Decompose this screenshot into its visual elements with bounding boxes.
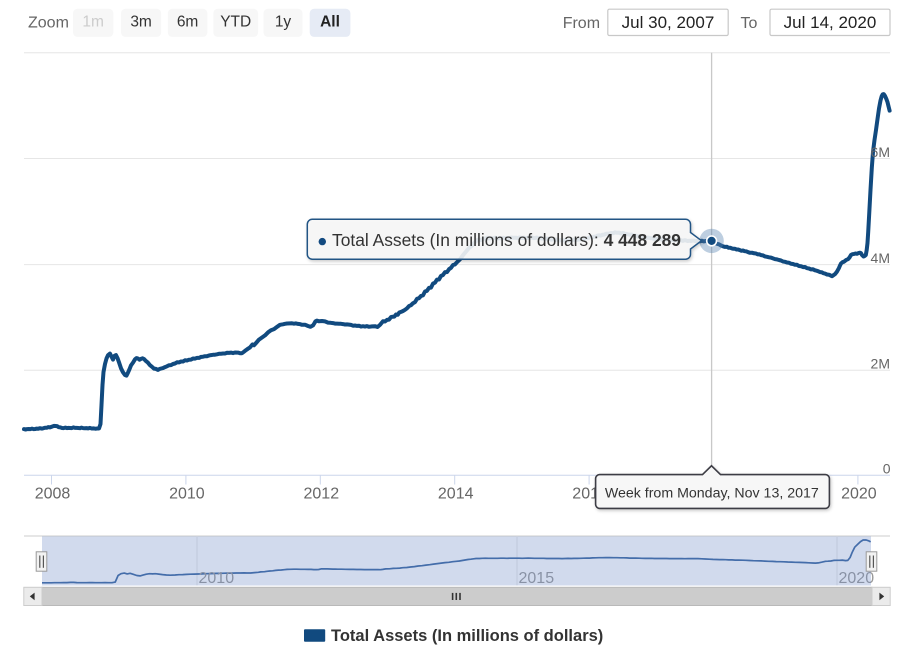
svg-text:YTD: YTD <box>220 14 251 31</box>
svg-text:To: To <box>741 15 758 32</box>
svg-text:All: All <box>320 14 340 31</box>
svg-text:Total Assets (In millions of d: Total Assets (In millions of dollars) <box>331 627 603 645</box>
svg-text:6M: 6M <box>871 144 890 160</box>
svg-text:0: 0 <box>883 460 891 476</box>
svg-text:2010: 2010 <box>199 570 235 587</box>
svg-text:2012: 2012 <box>304 486 340 503</box>
svg-text:4M: 4M <box>871 250 890 266</box>
svg-text:2020: 2020 <box>839 570 875 587</box>
svg-text:Jul 14, 2020: Jul 14, 2020 <box>784 13 877 32</box>
svg-text:2014: 2014 <box>438 486 474 503</box>
svg-text:1m: 1m <box>82 14 104 31</box>
svg-text:From: From <box>563 15 600 32</box>
svg-text:1y: 1y <box>275 14 292 31</box>
svg-text:2015: 2015 <box>519 570 555 587</box>
svg-text:2010: 2010 <box>169 486 205 503</box>
svg-text:Zoom: Zoom <box>28 15 69 32</box>
svg-text:Jul 30, 2007: Jul 30, 2007 <box>622 13 715 32</box>
svg-text:3m: 3m <box>130 14 152 31</box>
svg-text:2008: 2008 <box>35 486 71 503</box>
svg-text:2M: 2M <box>871 356 890 372</box>
svg-text:2020: 2020 <box>841 486 877 503</box>
svg-text:6m: 6m <box>177 14 199 31</box>
svg-text:Total Assets (In millions of d: Total Assets (In millions of dollars): 4… <box>332 230 681 250</box>
svg-text:Week from Monday, Nov 13, 2017: Week from Monday, Nov 13, 2017 <box>605 486 819 502</box>
